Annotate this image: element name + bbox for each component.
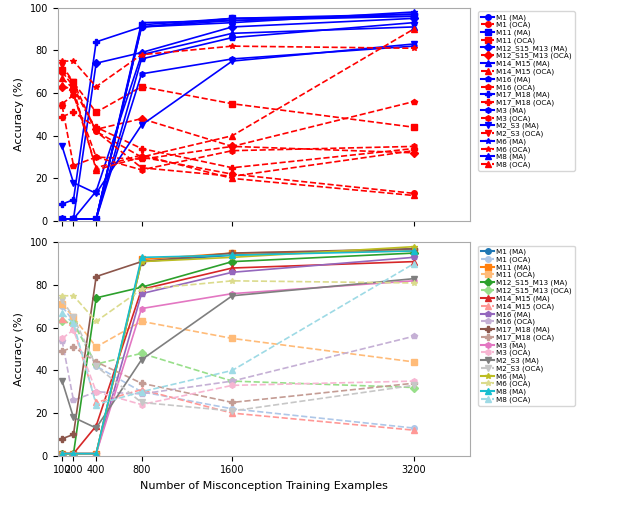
Y-axis label: Accuracy (%): Accuracy (%) <box>14 77 24 151</box>
Y-axis label: Accuracy (%): Accuracy (%) <box>14 312 24 386</box>
Legend: M1 (MA), M1 (OCA), M11 (MA), M11 (OCA), M12_S15_M13 (MA), M12_S15_M13 (OCA), M14: M1 (MA), M1 (OCA), M11 (MA), M11 (OCA), … <box>478 246 575 405</box>
X-axis label: Number of Misconception Training Examples: Number of Misconception Training Example… <box>140 481 388 491</box>
Legend: M1 (MA), M1 (OCA), M11 (MA), M11 (OCA), M12_S15_M13 (MA), M12_S15_M13 (OCA), M14: M1 (MA), M1 (OCA), M11 (MA), M11 (OCA), … <box>478 11 575 171</box>
